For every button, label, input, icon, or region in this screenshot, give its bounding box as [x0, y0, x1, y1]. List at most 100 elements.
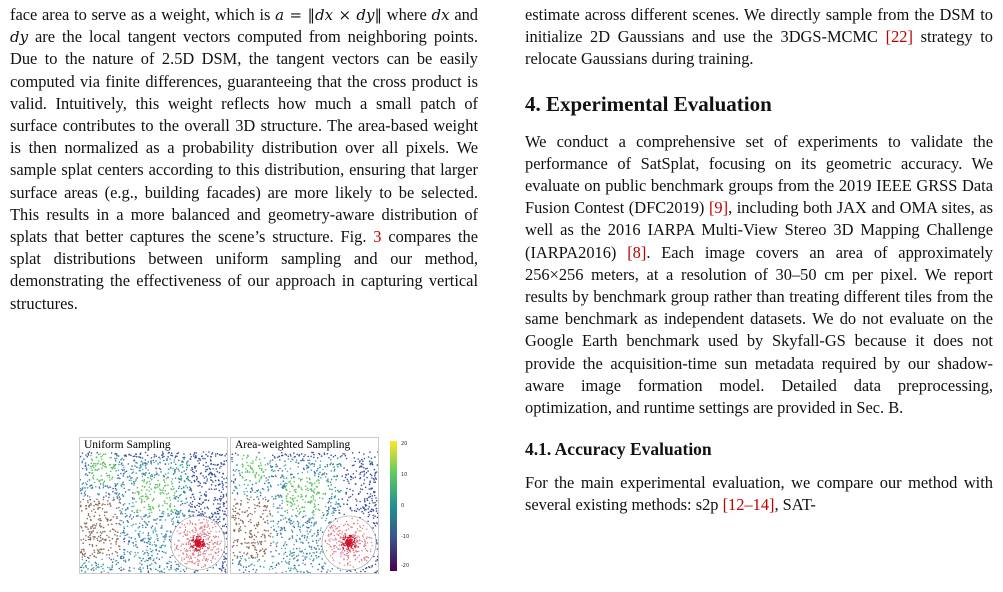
splat-point: [299, 510, 302, 513]
splat-point: [121, 483, 123, 485]
splat-point: [282, 514, 284, 517]
inset-point: [189, 558, 191, 560]
inset-point: [194, 544, 196, 546]
figure-reference-link[interactable]: 3: [373, 227, 382, 247]
splat-point: [347, 473, 350, 475]
splat-point: [124, 471, 126, 473]
inset-point: [191, 553, 194, 555]
splat-point: [157, 569, 159, 572]
splat-point: [317, 473, 320, 475]
inset-point: [349, 564, 351, 567]
splat-point: [183, 491, 185, 494]
splat-point: [135, 472, 137, 474]
splat-point: [93, 524, 95, 526]
splat-point: [174, 472, 176, 474]
citation-link[interactable]: [12–14]: [722, 495, 775, 515]
splat-point: [222, 495, 225, 497]
splat-point: [376, 512, 378, 514]
splat-point: [254, 474, 256, 476]
splat-point: [215, 520, 218, 523]
inset-point: [197, 554, 200, 556]
splat-point: [188, 504, 190, 506]
inset-point: [336, 527, 339, 529]
splat-point: [270, 532, 272, 535]
splat-point: [170, 462, 173, 464]
splat-point: [82, 553, 84, 556]
inset-point: [347, 557, 350, 559]
splat-point: [292, 509, 294, 511]
splat-point: [194, 467, 197, 469]
splat-point: [211, 452, 214, 454]
splat-point: [188, 479, 191, 482]
splat-point: [86, 517, 89, 520]
splat-point: [132, 471, 135, 473]
splat-point: [312, 490, 315, 493]
splat-point: [312, 540, 314, 542]
splat-point: [316, 491, 319, 494]
splat-point: [141, 500, 143, 502]
inset-point: [201, 527, 203, 530]
splat-point: [81, 467, 84, 470]
splat-point: [306, 570, 308, 572]
splat-point: [136, 486, 139, 489]
splat-point: [144, 464, 147, 467]
splat-point: [207, 507, 209, 510]
splat-point: [365, 567, 367, 570]
splat-point: [284, 541, 287, 543]
splat-point: [105, 472, 108, 475]
splat-point: [361, 488, 364, 491]
splat-point: [315, 521, 317, 523]
inset-point: [366, 542, 369, 544]
splat-point: [373, 468, 376, 471]
splat-point: [154, 487, 157, 489]
splat-point: [221, 525, 224, 527]
splat-point: [354, 460, 357, 463]
splat-point: [99, 483, 102, 485]
inset-point: [192, 539, 195, 542]
splat-point: [102, 483, 104, 486]
splat-point: [195, 452, 198, 454]
splat-point: [301, 495, 303, 498]
splat-point: [93, 462, 95, 465]
splat-point: [203, 477, 206, 479]
splat-point: [283, 477, 285, 480]
splat-point: [290, 477, 293, 479]
splat-point: [241, 555, 244, 557]
splat-point: [90, 454, 92, 457]
splat-point: [324, 519, 327, 522]
splat-point: [88, 479, 91, 481]
splat-point: [87, 536, 90, 538]
citation-link[interactable]: [9]: [708, 198, 729, 218]
splat-point: [139, 566, 141, 569]
splat-point: [154, 528, 156, 531]
citation-link[interactable]: [8]: [627, 242, 647, 262]
splat-point: [312, 510, 315, 513]
splat-point: [374, 473, 376, 475]
splat-point: [248, 471, 251, 473]
splat-point: [98, 487, 101, 490]
splat-point: [338, 509, 340, 511]
splat-point: [317, 492, 320, 495]
splat-point: [357, 458, 360, 460]
splat-point: [363, 473, 366, 476]
splat-point: [252, 541, 255, 544]
splat-point: [298, 513, 300, 515]
splat-point: [234, 478, 237, 480]
splat-point: [310, 490, 313, 492]
splat-point: [134, 492, 136, 494]
splat-point: [219, 506, 222, 508]
inset-point: [330, 527, 332, 529]
citation-link[interactable]: [22]: [885, 27, 913, 47]
splat-point: [304, 454, 306, 456]
splat-point: [122, 481, 124, 484]
inset-point: [364, 556, 366, 559]
splat-point: [311, 462, 314, 465]
splat-point: [127, 543, 130, 545]
splat-point: [232, 469, 235, 471]
inset-point: [196, 560, 198, 563]
splat-point: [297, 462, 300, 464]
splat-point: [145, 467, 147, 469]
splat-point: [150, 568, 153, 571]
splat-point: [264, 496, 267, 499]
inset-point: [338, 525, 340, 528]
